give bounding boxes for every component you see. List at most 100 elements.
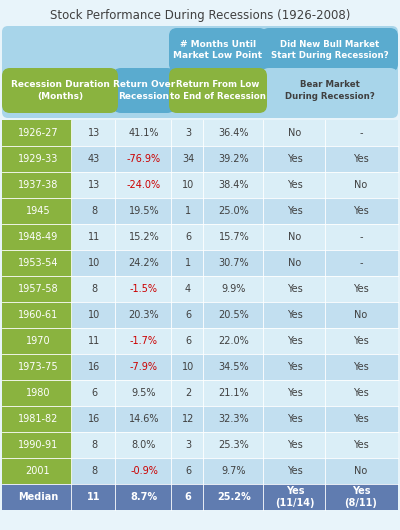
Text: No: No [288, 232, 302, 242]
Text: 16: 16 [88, 414, 100, 424]
Text: 10: 10 [182, 180, 194, 190]
Text: 3: 3 [185, 128, 191, 138]
Text: 1953-54: 1953-54 [18, 258, 58, 268]
Text: 10: 10 [182, 362, 194, 372]
Bar [2, 172, 72, 198]
Text: Return Over
Recession: Return Over Recession [113, 81, 175, 101]
Text: 20.5%: 20.5% [219, 310, 249, 320]
Text: 6: 6 [91, 388, 97, 398]
Text: 2001: 2001 [26, 466, 50, 476]
Text: 8: 8 [91, 440, 97, 450]
Text: 25.0%: 25.0% [219, 206, 249, 216]
Text: 39.2%: 39.2% [219, 154, 249, 164]
Text: 21.1%: 21.1% [219, 388, 249, 398]
Text: -76.9%: -76.9% [127, 154, 161, 164]
Bar [2, 146, 398, 172]
Bar [2, 302, 72, 328]
Text: -1.7%: -1.7% [130, 336, 158, 346]
Text: 1990-91: 1990-91 [18, 440, 58, 450]
Text: -0.9%: -0.9% [130, 466, 158, 476]
Text: -: - [359, 128, 363, 138]
Text: No: No [288, 128, 302, 138]
Text: 6: 6 [185, 466, 191, 476]
Bar [2, 380, 72, 406]
Text: 1: 1 [185, 206, 191, 216]
FancyBboxPatch shape [113, 68, 175, 113]
Text: No: No [288, 258, 302, 268]
Text: Yes: Yes [287, 284, 303, 294]
Text: 1973-75: 1973-75 [18, 362, 58, 372]
Text: 25.2%: 25.2% [217, 492, 251, 502]
Bar [2, 250, 72, 276]
Text: 19.5%: 19.5% [129, 206, 159, 216]
Text: 13: 13 [88, 180, 100, 190]
Text: -: - [359, 232, 363, 242]
Text: 1929-33: 1929-33 [18, 154, 58, 164]
Text: 6: 6 [185, 310, 191, 320]
Text: 1970: 1970 [26, 336, 50, 346]
Text: Yes: Yes [287, 206, 303, 216]
Text: Yes: Yes [287, 388, 303, 398]
Text: -7.9%: -7.9% [130, 362, 158, 372]
Text: 6: 6 [185, 336, 191, 346]
Bar [2, 354, 398, 380]
Text: 8: 8 [91, 466, 97, 476]
Text: 2: 2 [185, 388, 191, 398]
Text: 1981-82: 1981-82 [18, 414, 58, 424]
Text: Recession Duration
(Months): Recession Duration (Months) [10, 81, 110, 101]
Bar [2, 120, 398, 146]
Text: -24.0%: -24.0% [127, 180, 161, 190]
Text: Yes: Yes [353, 336, 369, 346]
Text: 1937-38: 1937-38 [18, 180, 58, 190]
Bar [2, 146, 72, 172]
Text: Stock Performance During Recessions (1926-2008): Stock Performance During Recessions (192… [50, 10, 350, 22]
Text: 9.5%: 9.5% [132, 388, 156, 398]
Text: 1926-27: 1926-27 [18, 128, 58, 138]
Text: No: No [354, 180, 368, 190]
Bar [2, 276, 72, 302]
Text: 10: 10 [88, 258, 100, 268]
Text: 1980: 1980 [26, 388, 50, 398]
Text: 8: 8 [91, 284, 97, 294]
Bar [2, 276, 398, 302]
Bar [2, 224, 398, 250]
Text: 30.7%: 30.7% [219, 258, 249, 268]
FancyBboxPatch shape [169, 28, 267, 72]
Bar [2, 406, 72, 432]
Text: 15.7%: 15.7% [219, 232, 249, 242]
Text: 1945: 1945 [26, 206, 50, 216]
Text: # Months Until
Market Low Point: # Months Until Market Low Point [174, 40, 262, 60]
Text: 9.9%: 9.9% [222, 284, 246, 294]
FancyBboxPatch shape [169, 68, 267, 113]
Text: 6: 6 [185, 232, 191, 242]
Text: Yes: Yes [287, 180, 303, 190]
Text: 1948-49: 1948-49 [18, 232, 58, 242]
Text: 24.2%: 24.2% [129, 258, 159, 268]
Text: Yes: Yes [353, 440, 369, 450]
Text: Yes: Yes [287, 336, 303, 346]
Bar [2, 172, 398, 198]
Bar [2, 406, 398, 432]
Text: Did New Bull Market
Start During Recession?: Did New Bull Market Start During Recessi… [271, 40, 388, 60]
Text: 11: 11 [87, 492, 101, 502]
Bar [2, 354, 72, 380]
Text: Yes: Yes [287, 440, 303, 450]
Text: Yes: Yes [353, 206, 369, 216]
Text: Yes: Yes [353, 284, 369, 294]
Bar [2, 198, 398, 224]
Bar [2, 224, 72, 250]
Text: 34: 34 [182, 154, 194, 164]
Text: Yes: Yes [353, 362, 369, 372]
Text: Yes
(8/11): Yes (8/11) [344, 486, 378, 508]
Text: Yes: Yes [353, 154, 369, 164]
Text: 9.7%: 9.7% [222, 466, 246, 476]
Text: Yes: Yes [287, 414, 303, 424]
Text: 41.1%: 41.1% [129, 128, 159, 138]
Text: 43: 43 [88, 154, 100, 164]
Text: -1.5%: -1.5% [130, 284, 158, 294]
Text: No: No [354, 466, 368, 476]
Text: 13: 13 [88, 128, 100, 138]
Bar [2, 120, 72, 146]
Text: 3: 3 [185, 440, 191, 450]
Text: Yes: Yes [287, 310, 303, 320]
